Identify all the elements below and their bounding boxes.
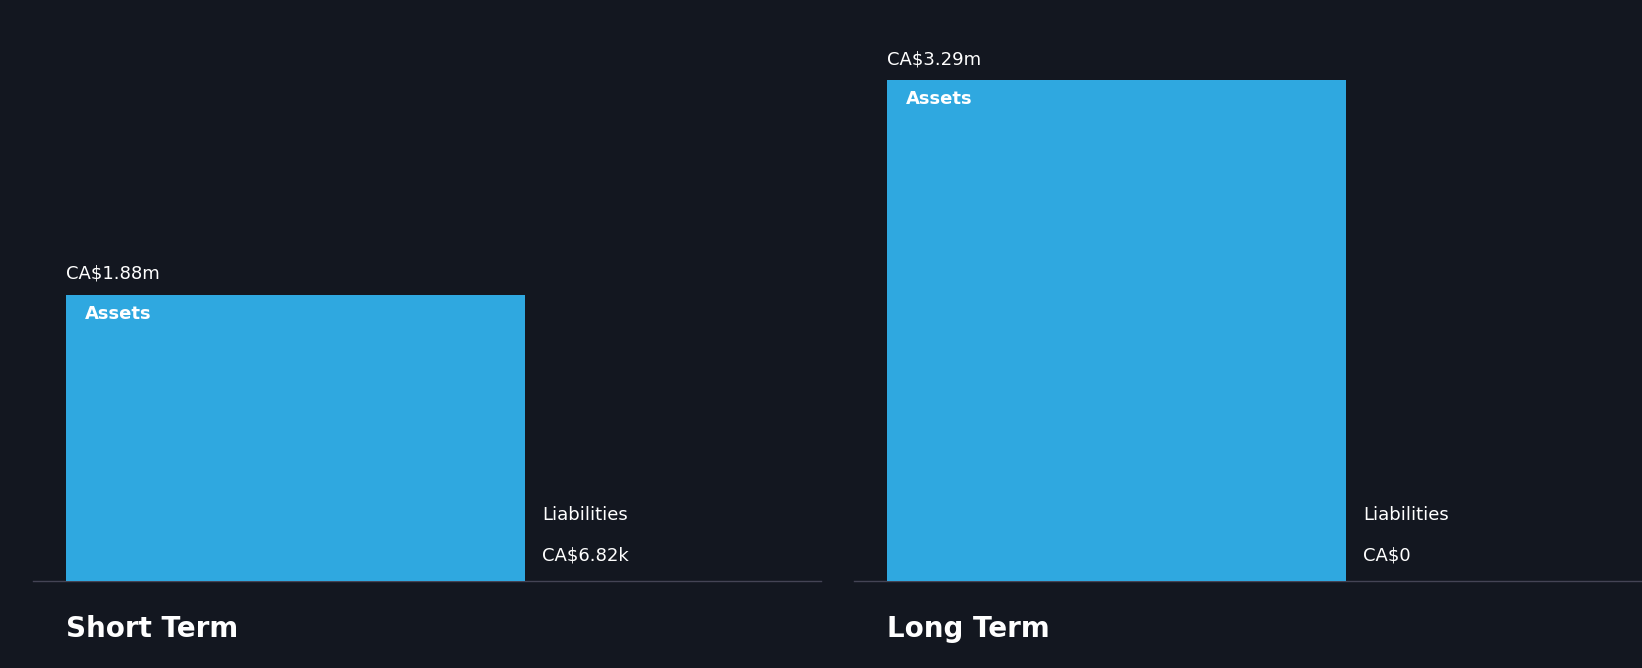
Text: Liabilities: Liabilities <box>1363 506 1448 524</box>
Text: CA$6.82k: CA$6.82k <box>542 546 629 564</box>
Text: CA$1.88m: CA$1.88m <box>66 265 159 283</box>
Text: CA$0: CA$0 <box>1363 546 1410 564</box>
Text: Long Term: Long Term <box>887 615 1049 643</box>
Bar <box>887 80 1346 581</box>
Text: Assets: Assets <box>906 90 974 108</box>
Text: Liabilities: Liabilities <box>542 506 627 524</box>
Text: Short Term: Short Term <box>66 615 238 643</box>
Text: Assets: Assets <box>85 305 153 323</box>
Text: CA$3.29m: CA$3.29m <box>887 50 980 68</box>
Bar <box>66 295 525 581</box>
